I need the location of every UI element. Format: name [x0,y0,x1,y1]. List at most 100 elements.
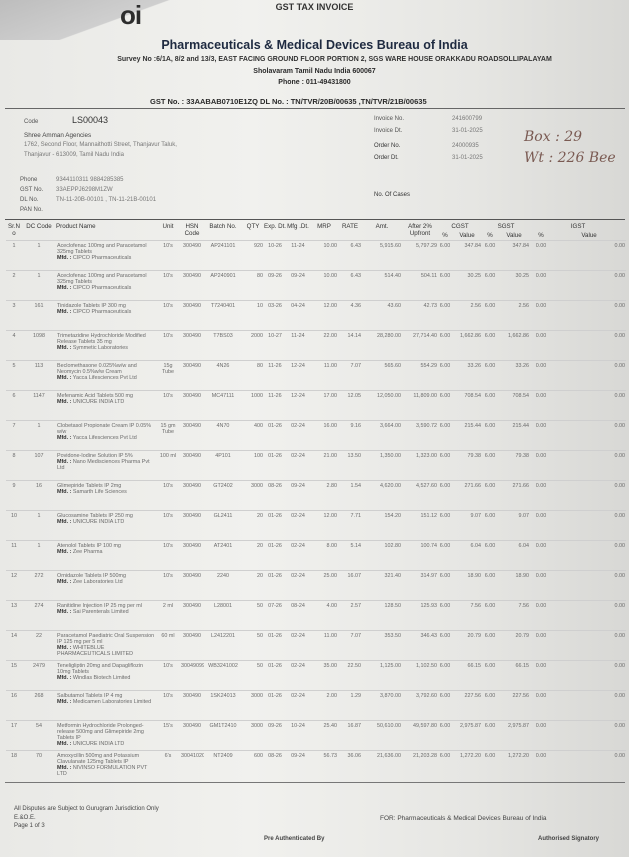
col-igst-value: Value [581,232,597,239]
cell-igst-pct: 0.00 [530,450,553,481]
cell-igst-pct: 0.00 [530,330,553,361]
cell-mrp: 4.00 [310,600,338,631]
cell-qty: 3000 [242,720,264,751]
table-row: 11 1 Atenolol Tablets IP 100 mg Mfd. : Zee … [6,540,627,571]
cell-hsn: 300490 [180,300,204,331]
cell-exp: 07-26 [264,600,286,631]
manufacturer: Mfd. : Yacca Lifesciences Pvt Ltd [57,375,155,381]
cell-igst-value: 0.00 [552,300,627,331]
cell-mfg: 12-24 [286,360,310,391]
cell-unit: 10's [156,690,180,721]
cell-batch: T7BS03 [204,330,242,361]
cell-igst-pct: 0.00 [530,420,553,451]
cell-hsn: 300490 [180,570,204,601]
gst-label: GST No. [20,187,44,193]
cell-rate: 13.50 [338,450,362,481]
cell-hsn: 300490 [180,240,204,271]
order-no: 24000935 [452,143,479,149]
cell-mfg: 09-24 [286,750,310,781]
pmbi-logo: oi [120,0,142,30]
cell-igst-pct: 0.00 [530,720,553,751]
col-dc: DC Code [26,223,52,230]
cell-product: Mefenamic Acid Tablets 500 mg Mfd. : UNIC… [56,390,156,421]
col-sr: Sr.N o [7,223,21,237]
cell-cgst-pct: 6.00 [438,330,452,361]
cell-cgst-value: 9.07 [452,510,483,541]
divider [5,108,625,109]
cell-batch: NT2409 [204,750,242,781]
cell-exp: 10-26 [264,240,286,271]
jurisdiction-note: All Disputes are Subject to Gurugram Jur… [14,806,159,812]
cell-rate: 5.14 [338,540,362,571]
cell-sgst-pct: 6.00 [482,540,499,571]
cell-sr: 6 [6,390,22,421]
mfd-label: Mfd. : [57,645,72,651]
cell-igst-value: 0.00 [552,720,627,751]
cell-after-upfront: 3,590.72 [402,420,438,451]
logo-shadow [0,0,170,40]
cell-sgst-value: 347.84 [498,240,531,271]
cell-amt: 21,636.00 [362,750,402,781]
manufacturer: Mfd. : Samarth Life Sciences [57,489,155,495]
mfd-label: Mfd. : [57,399,72,405]
order-date-label: Order Dt. [374,155,399,161]
handwritten-box-note: Box : 29 [524,129,583,145]
cell-amt: 565.60 [362,360,402,391]
cell-amt: 50,610.00 [362,720,402,751]
cell-after-upfront: 314.97 [402,570,438,601]
cell-mfg: 11-24 [286,240,310,271]
cell-mrp: 21.00 [310,450,338,481]
cell-sgst-pct: 6.00 [482,360,499,391]
cell-mrp: 10.00 [310,270,338,301]
cell-rate: 14.14 [338,330,362,361]
cell-hsn: 30049099 [180,660,204,691]
cell-sgst-value: 18.90 [498,570,531,601]
cell-batch: WB3241002 [204,660,242,691]
cell-dc: 1 [22,270,56,301]
cell-mrp: 17.00 [310,390,338,421]
manufacturer-name: Zee Laboratories Ltd [72,579,123,585]
col-unit: Unit [162,223,174,230]
mfd-label: Mfd. : [57,549,72,555]
table-row: 1 1 Aceclofenac 100mg and Paracetamol 325m… [6,240,627,271]
cell-rate: 12.05 [338,390,362,421]
cell-igst-pct: 0.00 [530,360,553,391]
cell-cgst-value: 20.79 [452,630,483,661]
buyer-address-1: 1762, Second Floor, Mannaithotti Street,… [24,142,177,148]
cell-dc: 272 [22,570,56,601]
cell-batch: MC47111 [204,390,242,421]
cell-sgst-pct: 6.00 [482,630,499,661]
cell-rate: 16.87 [338,720,362,751]
cell-batch: 4N70 [204,420,242,451]
cell-rate: 7.71 [338,510,362,541]
table-subheader-row: % Value % Value % Value [6,231,626,241]
cell-after-upfront: 346.43 [402,630,438,661]
cell-igst-pct: 0.00 [530,570,553,601]
cell-igst-value: 0.00 [552,480,627,511]
cell-unit: 10's [156,570,180,601]
cell-cgst-value: 66.15 [452,660,483,691]
table-row: 7 1 Clobetasol Propionate Cream IP 0.05% w… [6,420,627,451]
cell-batch: AP241101 [204,240,242,271]
mfd-label: Mfd. : [57,579,72,585]
cell-sgst-value: 6.04 [498,540,531,571]
mfd-label: Mfd. : [57,609,72,615]
cell-product: Aceclofenac 100mg and Paracetamol 325mg … [56,240,156,271]
col-hsn: HSN Code [184,223,200,237]
table-row: 12 272 Ornidazole Tablets IP 500mg Mfd. : Z… [6,570,627,601]
cell-after-upfront: 5,797.29 [402,240,438,271]
col-mrp: MRP [317,223,331,230]
cell-sgst-pct: 6.00 [482,390,499,421]
cell-sr: 15 [6,660,22,691]
invoice-date: 31-01-2025 [452,128,483,134]
buyer-code: LS00043 [72,115,109,125]
cell-rate: 7.07 [338,360,362,391]
mfd-label: Mfd. : [57,765,72,771]
cell-mrp: 12.00 [310,300,338,331]
cell-rate: 6.43 [338,270,362,301]
cell-cgst-pct: 6.00 [438,300,452,331]
cell-sgst-value: 66.15 [498,660,531,691]
table-row: 16 268 Salbutamol Tablets IP 4 mg Mfd. : Me… [6,690,627,721]
cell-product: Trimetazidine Hydrochloride Modified Rel… [56,330,156,361]
cell-hsn: 300490 [180,450,204,481]
